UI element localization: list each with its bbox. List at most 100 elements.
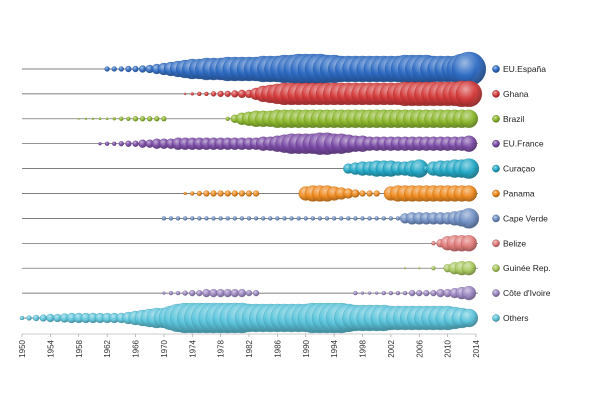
series-row-c-te-d-ivoire	[22, 285, 478, 301]
bubble-c-te-d-ivoire-1983	[252, 289, 260, 297]
legend-item-panama: Panama	[492, 189, 535, 199]
bubble-brazil-1970	[161, 116, 167, 122]
series-row-belize	[22, 235, 478, 252]
bubble-eu-espa-a-1966	[132, 65, 139, 73]
legend-label: Curaçao	[503, 164, 535, 174]
bubble-eu-france-1967	[138, 139, 147, 148]
bubble-cape-verde-1981	[239, 216, 245, 221]
legend-label: Brazil	[503, 114, 524, 124]
legend-label: Panama	[503, 189, 535, 199]
bubble-cape-verde-1972	[175, 216, 181, 221]
legend-marker	[492, 189, 500, 198]
bubble-others-2013	[459, 308, 479, 328]
legend-marker	[492, 139, 500, 148]
bubble-c-te-d-ivoire-1970	[162, 291, 166, 295]
bubble-panama-2000	[373, 190, 380, 197]
bubble-ghana-1979	[224, 90, 231, 98]
bubble-panama-1976	[203, 190, 210, 197]
x-tick-label: 1982	[245, 339, 254, 357]
bubble-c-te-d-ivoire-2007	[423, 289, 430, 297]
bubble-eu-france-1961	[98, 142, 102, 146]
bubble-eu-france-1962	[104, 141, 110, 146]
bubble-brazil-1958	[77, 117, 80, 120]
bubble-c-te-d-ivoire-2009	[436, 288, 445, 298]
bubble-c-te-d-ivoire-1976	[202, 288, 211, 298]
bubble-panama-1997	[351, 189, 360, 198]
bubble-c-te-d-ivoire-2004	[402, 290, 408, 296]
bubble-c-te-d-ivoire-1980	[230, 288, 239, 298]
x-axis: 1950 1954 1958 1962 1966 1970 1974 1978 1982 1986…	[18, 333, 481, 358]
bubble-others-1954	[46, 313, 55, 323]
x-tick-label: 1962	[103, 339, 112, 357]
legend-item-others: Others	[492, 313, 529, 323]
bubble-c-te-d-ivoire-2002	[388, 290, 394, 296]
bubble-c-te-d-ivoire-2005	[409, 289, 416, 297]
bubble-panama-1981	[238, 190, 246, 197]
x-tick-label: 1978	[217, 339, 226, 357]
bubble-cape-verde-1979	[225, 216, 230, 221]
bubble-c-te-d-ivoire-1998	[360, 291, 365, 295]
bubble-cape-verde-1980	[232, 216, 237, 221]
bubble-eu-france-1965	[125, 140, 132, 147]
legend-item-eu-france: EU.France	[492, 139, 544, 149]
bubble-eu-espa-a-1967	[138, 65, 147, 73]
bubble-brazil-1964	[119, 116, 124, 121]
bubble-panama-1983	[252, 190, 260, 197]
legend-label: EU.France	[503, 139, 544, 149]
bubble-others-1953	[39, 314, 47, 322]
bubble-panama-1973	[183, 191, 187, 196]
bubble-cape-verde-1974	[190, 216, 195, 221]
bubble-guin-e-rep-2008	[431, 266, 436, 271]
bubble-cape-verde-1990	[303, 216, 308, 221]
legend-marker	[492, 314, 500, 322]
bubble-c-te-d-ivoire-1999	[367, 291, 372, 295]
legend-item-ghana: Ghana	[492, 89, 529, 99]
x-tick-label: 2014	[472, 339, 481, 357]
bubble-cape-verde-1977	[211, 216, 216, 221]
bubble-cape-verde-1978	[218, 216, 223, 221]
bubble-c-te-d-ivoire-1978	[216, 288, 225, 298]
bubble-ghana-2013	[455, 80, 483, 108]
legend-marker	[492, 289, 500, 297]
bubble-panama-1977	[210, 190, 217, 197]
x-tick-label: 2002	[387, 339, 396, 357]
legend-item-cape-verde: Cape Verde	[492, 213, 548, 223]
series-row-panama	[22, 185, 478, 202]
legend-marker	[492, 239, 500, 248]
legend-label: Belize	[503, 238, 526, 248]
bubble-ghana-1977	[210, 91, 217, 97]
bubble-c-te-d-ivoire-1974	[189, 289, 196, 297]
legend-label: Guinée Rep.	[503, 263, 551, 273]
series-row-guin-e-rep	[22, 261, 478, 276]
bubble-eu-espa-a-1962	[104, 66, 110, 72]
series-row-cape-verde	[22, 208, 480, 229]
bubble-c-te-d-ivoire-1982	[245, 289, 253, 297]
x-tick-label: 1950	[18, 339, 27, 357]
x-tick-label: 1974	[188, 339, 197, 357]
bubble-cape-verde-1992	[317, 216, 323, 221]
bubble-cape-verde-1986	[275, 216, 280, 221]
legend-item-cura-ao: Curaçao	[492, 164, 535, 174]
bubble-cape-verde-1971	[168, 216, 174, 221]
x-tick-label: 1998	[359, 339, 368, 357]
bubble-c-te-d-ivoire-1973	[182, 290, 188, 296]
legend-marker	[492, 164, 500, 173]
series-rows	[19, 51, 487, 334]
legend-label: Ghana	[503, 89, 529, 99]
bubble-eu-france-1963	[112, 141, 117, 146]
bubble-cape-verde-1998	[360, 216, 365, 221]
x-tick-label: 1990	[302, 339, 311, 357]
x-tick-label: 1966	[132, 339, 141, 357]
bubble-brazil-1961	[98, 117, 102, 121]
legend-label: EU.España	[503, 64, 546, 74]
bubble-cape-verde-1985	[268, 216, 273, 221]
bubble-brazil-1968	[147, 116, 153, 122]
legend-label: Others	[503, 313, 529, 323]
bubble-cape-verde-1994	[331, 216, 337, 221]
bubble-c-te-d-ivoire-2003	[395, 290, 401, 296]
bubble-c-te-d-ivoire-1971	[168, 290, 174, 296]
bubble-c-te-d-ivoire-1997	[353, 290, 358, 296]
bubble-cape-verde-1999	[367, 216, 372, 221]
bubble-ghana-1974	[190, 92, 194, 96]
